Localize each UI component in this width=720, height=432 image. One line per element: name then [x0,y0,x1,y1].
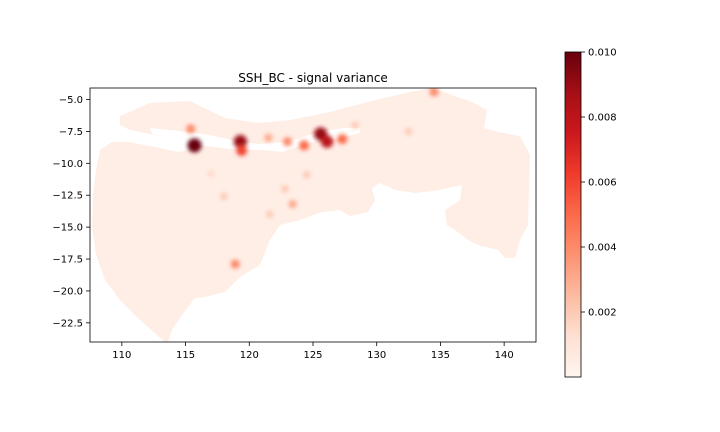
model-domain [92,88,530,342]
x-tick-label-1: 115 [176,350,195,361]
x-tick-label-0: 110 [112,350,131,361]
y-tick-label-3: −12.5 [52,191,83,202]
hotspot-8 [320,135,334,148]
colorbar-gradient [564,51,582,378]
hotspot-19 [302,170,311,179]
hotspot-12 [404,127,413,136]
hotspot-1 [186,124,196,134]
hotspot-16 [230,259,240,269]
hotspot-14 [281,185,289,193]
y-tick-label-5: −17.5 [52,255,83,266]
hotspot-13 [288,199,297,209]
hotspot-11 [429,88,439,97]
hotspot-2 [233,135,247,149]
x-tick-label-2: 120 [240,350,259,361]
hotspot-4 [264,133,273,142]
y-tick-label-6: −20.0 [52,286,83,297]
hotspot-5 [282,137,293,147]
hotspot-0 [187,138,202,153]
hotspot-15 [265,210,274,219]
variance-hotspots [186,88,439,269]
x-tick-label-3: 125 [303,350,322,361]
colorbar-tick-label-3: 0.008 [588,113,617,124]
plot-area [92,88,530,342]
y-tick-label-0: −5.0 [59,95,83,106]
colorbar-tick-label-2: 0.006 [588,178,617,189]
y-axis: −5.0 −7.5 −10.0 −12.5 −15.0 −17.5 −20.0 −22.5 [52,95,90,329]
colorbar: 0.002 0.004 0.006 0.008 0.010 [564,48,617,378]
x-tick-label-4: 130 [367,350,386,361]
hotspot-6 [299,140,310,151]
hotspot-9 [337,134,348,145]
x-tick-label-5: 135 [431,350,450,361]
colorbar-tick-label-4: 0.010 [588,48,617,59]
y-tick-label-4: −15.0 [52,223,83,234]
y-tick-label-2: −10.0 [52,159,83,170]
colorbar-ticks: 0.002 0.004 0.006 0.008 0.010 [581,48,617,319]
y-tick-label-7: −22.5 [52,318,83,329]
hotspot-3 [236,145,248,156]
hotspot-18 [207,169,215,178]
x-axis: 110 115 120 125 130 135 140 [112,342,514,361]
hotspot-10 [351,121,359,129]
chart-title: SSH_BC - signal variance [238,71,388,85]
landmask-lesser-sunda [150,128,360,152]
colorbar-tick-label-1: 0.004 [588,243,617,254]
hotspot-17 [220,192,228,201]
y-tick-label-1: −7.5 [59,127,83,138]
colorbar-tick-label-0: 0.002 [588,308,617,319]
x-tick-label-6: 140 [495,350,514,361]
